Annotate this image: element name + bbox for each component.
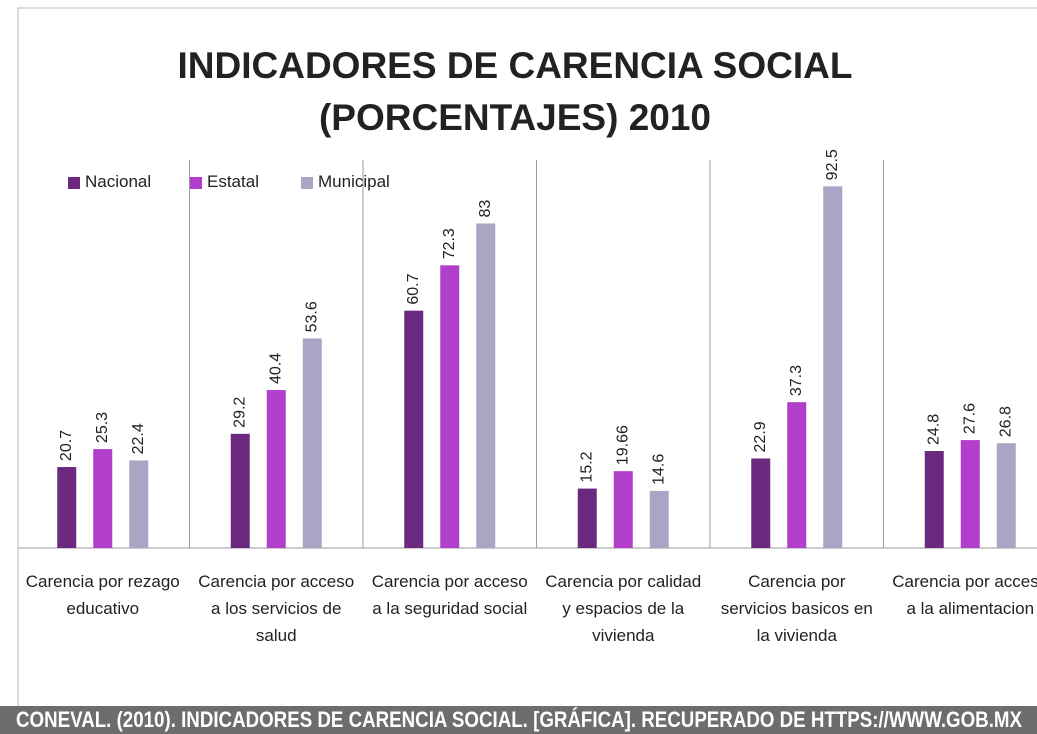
bar	[924, 451, 944, 548]
legend-swatch	[68, 177, 80, 189]
value-label: 29.2	[231, 397, 248, 428]
value-label: 15.2	[578, 451, 595, 482]
bar	[129, 460, 149, 548]
bar	[404, 310, 424, 548]
bar	[93, 449, 113, 548]
value-label: 24.8	[925, 414, 942, 445]
bar	[230, 433, 250, 548]
bar	[996, 443, 1016, 548]
bar	[787, 402, 807, 548]
value-label: 37.3	[788, 365, 805, 396]
bar	[960, 440, 980, 548]
bar	[440, 265, 460, 548]
x-tick-label: Carencia por servicios basicos en la viv…	[720, 572, 873, 645]
bar	[476, 223, 496, 548]
x-tick-label: Carencia por rezago educativo	[25, 572, 180, 618]
legend-label: Estatal	[207, 172, 259, 191]
x-tick-label: Carencia por acceso a la seguridad socia…	[371, 572, 528, 618]
value-label: 27.6	[961, 403, 978, 434]
value-label: 14.6	[650, 454, 667, 485]
bar	[823, 186, 843, 548]
bar	[649, 490, 669, 548]
value-label: 19.66	[614, 425, 631, 465]
bar	[57, 467, 77, 548]
bar	[577, 488, 597, 548]
value-label: 22.9	[752, 421, 769, 452]
caption: CONEVAL. (2010). INDICADORES DE CARENCIA…	[16, 707, 1022, 732]
bar	[751, 458, 771, 548]
value-label: 83	[477, 200, 494, 218]
legend-label: Municipal	[318, 172, 390, 191]
value-label: 60.7	[405, 273, 422, 304]
value-label: 22.4	[130, 423, 147, 454]
value-label: 72.3	[441, 228, 458, 259]
legend-swatch	[190, 177, 202, 189]
value-label: 26.8	[997, 406, 1014, 437]
value-label: 92.5	[824, 149, 841, 180]
legend-swatch	[301, 177, 313, 189]
bar	[302, 338, 322, 548]
x-tick-label: Carencia por calidad y espacios de la vi…	[545, 572, 702, 645]
bar	[613, 471, 633, 548]
value-label: 40.4	[267, 353, 284, 384]
bar	[266, 390, 286, 548]
value-label: 53.6	[303, 301, 320, 332]
value-label: 20.7	[58, 430, 75, 461]
legend-label: Nacional	[85, 172, 152, 191]
x-tick-label: Carencia por acceso a los servicios de s…	[198, 572, 355, 645]
value-label: 25.3	[94, 412, 111, 443]
chart-title: INDICADORES DE CARENCIA SOCIAL (PORCENTA…	[177, 45, 853, 138]
caption-bar	[0, 706, 1037, 734]
x-tick-label: Carencia por acceso a la alimentacion	[892, 572, 1037, 618]
